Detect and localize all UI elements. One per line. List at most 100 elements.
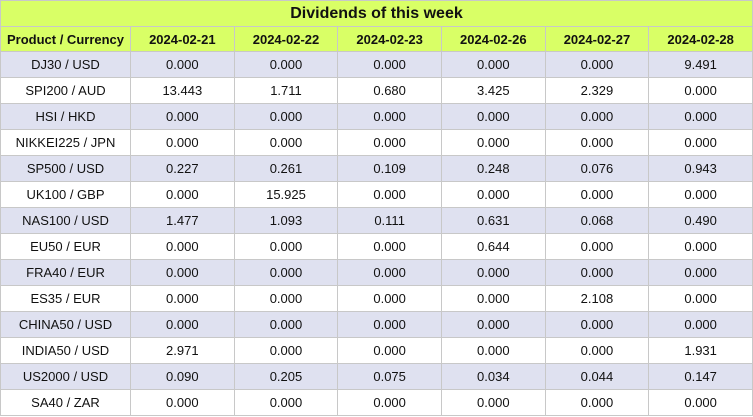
product-cell: CHINA50 / USD [0, 311, 131, 338]
value-cell: 0.000 [337, 285, 442, 312]
table-row: DJ30 / USD 0.000 0.000 0.000 0.000 0.000 9.491 [0, 51, 753, 78]
table-row: US2000 / USD 0.090 0.205 0.075 0.034 0.044 0.1… [0, 363, 753, 390]
value-cell: 0.000 [648, 181, 753, 208]
value-cell: 0.000 [648, 311, 753, 338]
value-cell: 0.111 [337, 207, 442, 234]
value-cell: 0.000 [337, 51, 442, 78]
value-cell: 0.000 [130, 389, 235, 416]
value-cell: 0.090 [130, 363, 235, 390]
product-cell: NIKKEI225 / JPN [0, 129, 131, 156]
value-cell: 2.971 [130, 337, 235, 364]
value-cell: 15.925 [233, 181, 339, 208]
value-cell: 0.000 [648, 233, 753, 260]
value-cell: 0.000 [130, 51, 235, 78]
value-cell: 0.943 [648, 155, 753, 182]
product-cell: EU50 / EUR [0, 233, 131, 260]
value-cell: 0.680 [337, 77, 442, 104]
table-row: EU50 / EUR 0.000 0.000 0.000 0.644 0.000 0.000 [0, 233, 753, 260]
table-row: SPI200 / AUD 13.443 1.711 0.680 3.425 2.329 0.… [0, 77, 753, 104]
product-cell: SA40 / ZAR [0, 389, 131, 416]
table-row: FRA40 / EUR 0.000 0.000 0.000 0.000 0.000 0.00… [0, 259, 753, 286]
value-cell: 0.000 [337, 259, 442, 286]
value-cell: 0.000 [544, 337, 650, 364]
value-cell: 0.000 [130, 129, 235, 156]
value-cell: 0.000 [440, 285, 546, 312]
value-cell: 0.000 [337, 311, 442, 338]
value-cell: 0.000 [233, 285, 339, 312]
value-cell: 0.000 [544, 51, 650, 78]
value-cell: 0.000 [440, 389, 546, 416]
value-cell: 0.000 [233, 129, 339, 156]
table-row: HSI / HKD 0.000 0.000 0.000 0.000 0.000 0.000 [0, 103, 753, 130]
header-cell: 2024-02-22 [233, 26, 339, 52]
value-cell: 0.000 [440, 103, 546, 130]
value-cell: 0.000 [544, 259, 650, 286]
value-cell: 1.093 [233, 207, 339, 234]
value-cell: 0.109 [337, 155, 442, 182]
product-cell: FRA40 / EUR [0, 259, 131, 286]
table-row: SP500 / USD 0.227 0.261 0.109 0.248 0.076 0.94… [0, 155, 753, 182]
value-cell: 2.108 [544, 285, 650, 312]
value-cell: 0.631 [440, 207, 546, 234]
value-cell: 0.075 [337, 363, 442, 390]
product-cell: HSI / HKD [0, 103, 131, 130]
value-cell: 0.000 [440, 311, 546, 338]
value-cell: 0.000 [648, 259, 753, 286]
value-cell: 9.491 [648, 51, 753, 78]
header-cell: 2024-02-23 [337, 26, 442, 52]
header-cell: 2024-02-21 [130, 26, 235, 52]
value-cell: 0.644 [440, 233, 546, 260]
value-cell: 0.000 [130, 233, 235, 260]
value-cell: 0.000 [440, 181, 546, 208]
value-cell: 0.205 [233, 363, 339, 390]
product-cell: UK100 / GBP [0, 181, 131, 208]
value-cell: 0.000 [337, 233, 442, 260]
value-cell: 0.000 [544, 233, 650, 260]
value-cell: 0.000 [233, 311, 339, 338]
value-cell: 0.000 [648, 285, 753, 312]
table-row: ES35 / EUR 0.000 0.000 0.000 0.000 2.108 0.000 [0, 285, 753, 312]
value-cell: 0.000 [648, 129, 753, 156]
value-cell: 0.000 [337, 103, 442, 130]
value-cell: 3.425 [440, 77, 546, 104]
value-cell: 0.147 [648, 363, 753, 390]
header-cell: 2024-02-28 [648, 26, 753, 52]
value-cell: 0.000 [440, 337, 546, 364]
value-cell: 0.000 [440, 129, 546, 156]
value-cell: 0.000 [648, 77, 753, 104]
product-cell: US2000 / USD [0, 363, 131, 390]
value-cell: 0.000 [337, 337, 442, 364]
table-row: NIKKEI225 / JPN 0.000 0.000 0.000 0.000 0.000… [0, 129, 753, 156]
table-row: SA40 / ZAR 0.000 0.000 0.000 0.000 0.000 0.000 [0, 389, 753, 416]
header-cell: 2024-02-27 [544, 26, 650, 52]
value-cell: 0.000 [337, 389, 442, 416]
table-row: CHINA50 / USD 0.000 0.000 0.000 0.000 0.000 0.… [0, 311, 753, 338]
value-cell: 0.000 [337, 129, 442, 156]
value-cell: 0.000 [233, 337, 339, 364]
value-cell: 0.000 [130, 103, 235, 130]
value-cell: 0.000 [130, 259, 235, 286]
value-cell: 0.000 [648, 103, 753, 130]
value-cell: 0.227 [130, 155, 235, 182]
value-cell: 0.000 [337, 181, 442, 208]
value-cell: 0.000 [440, 51, 546, 78]
value-cell: 0.000 [130, 285, 235, 312]
value-cell: 0.000 [544, 389, 650, 416]
product-cell: SP500 / USD [0, 155, 131, 182]
header-cell: 2024-02-26 [440, 26, 546, 52]
product-cell: NAS100 / USD [0, 207, 131, 234]
value-cell: 13.443 [130, 77, 235, 104]
table-row: UK100 / GBP 0.000 15.925 0.000 0.000 0.000 0.0… [0, 181, 753, 208]
header-row: Product / Currency 2024-02-21 2024-02-22 20… [0, 26, 753, 52]
value-cell: 0.068 [544, 207, 650, 234]
value-cell: 0.000 [544, 103, 650, 130]
value-cell: 0.490 [648, 207, 753, 234]
value-cell: 0.076 [544, 155, 650, 182]
value-cell: 1.477 [130, 207, 235, 234]
value-cell: 0.000 [544, 311, 650, 338]
value-cell: 0.000 [648, 389, 753, 416]
value-cell: 1.931 [648, 337, 753, 364]
value-cell: 0.000 [544, 181, 650, 208]
table-row: INDIA50 / USD 2.971 0.000 0.000 0.000 0.000 1.… [0, 337, 753, 364]
